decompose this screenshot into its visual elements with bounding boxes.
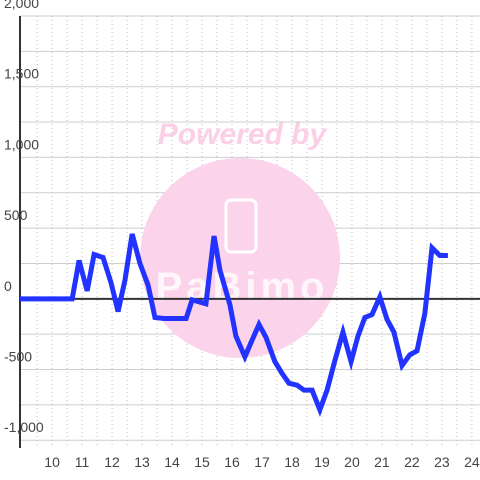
watermark-circle [140,158,340,358]
x-tick-label: 24 [464,454,480,470]
watermark-logo: PaBimo [156,265,329,309]
x-tick-label: 14 [164,454,180,470]
y-tick-label: 1,000 [4,136,39,152]
x-tick-label: 10 [44,454,60,470]
x-tick-label: 21 [374,454,390,470]
x-tick-label: 18 [284,454,300,470]
x-tick-label: 22 [404,454,420,470]
watermark-text: Powered by [158,118,328,151]
x-tick-label: 17 [254,454,270,470]
y-tick-label: 2,000 [4,0,39,11]
data-line [20,233,448,417]
grid [20,15,480,448]
x-tick-label: 20 [344,454,360,470]
y-tick-label: -500 [4,349,32,365]
y-tick-label: 0 [4,278,12,294]
x-tick-label: 11 [75,454,90,470]
x-tick-label: 19 [314,454,330,470]
y-tick-label: -1,000 [4,419,44,435]
x-tick-label: 15 [194,454,210,470]
watermark-icon [224,198,258,254]
x-tick-label: 16 [224,454,240,470]
y-tick-label: 500 [4,207,28,223]
watermark: Powered by PaBimo [140,118,340,358]
x-tick-label: 12 [104,454,120,470]
y-tick-label: 1,500 [4,66,39,82]
x-tick-label: 13 [134,454,150,470]
x-tick-label: 23 [434,454,450,470]
